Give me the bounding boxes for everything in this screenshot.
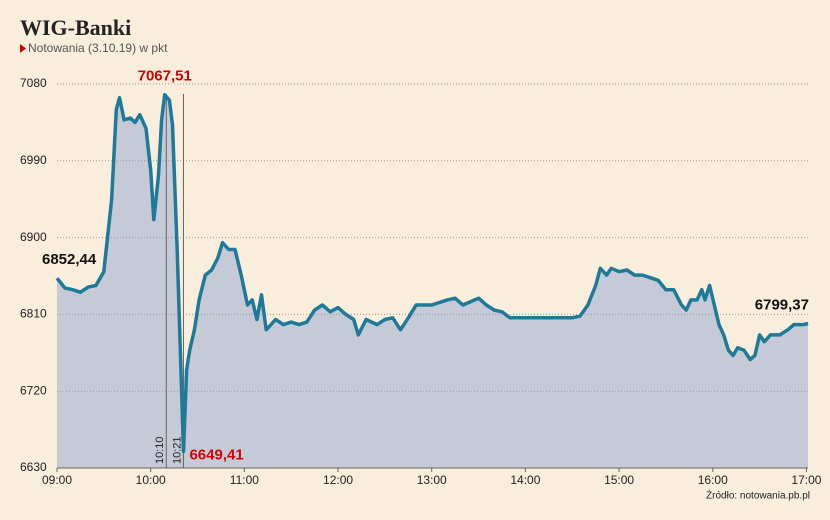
x-tick-label: 10:00 (136, 473, 166, 487)
subtitle-marker (20, 44, 26, 53)
source: Źródło: notowania.pb.pl (706, 489, 810, 502)
annotation: 6799,37 (755, 296, 809, 313)
chart-title: WIG-Banki (20, 15, 131, 40)
y-tick-label: 6810 (20, 307, 47, 321)
y-tick-label: 6630 (20, 460, 47, 474)
x-tick-label: 15:00 (604, 473, 634, 487)
chart-subtitle: Notowania (3.10.19) w pkt (28, 41, 168, 55)
y-tick-label: 6990 (20, 153, 47, 167)
y-tick-label: 6720 (20, 383, 47, 397)
y-tick-label: 7080 (20, 76, 47, 90)
time-marker-label: 10:21 (171, 436, 183, 464)
annotation: 6852,44 (42, 251, 97, 268)
x-tick-label: 09:00 (42, 473, 72, 487)
x-tick-label: 14:00 (510, 473, 540, 487)
x-tick-label: 17:00 (791, 473, 821, 487)
area (57, 94, 808, 468)
y-tick-label: 6900 (20, 230, 47, 244)
annotation: 6649,41 (189, 446, 243, 463)
time-marker-label: 10:10 (154, 436, 166, 464)
x-tick-label: 16:00 (698, 473, 728, 487)
x-tick-label: 11:00 (230, 473, 259, 487)
x-tick-label: 13:00 (417, 473, 447, 487)
x-tick-label: 12:00 (323, 473, 353, 487)
annotation: 7067,51 (138, 68, 192, 85)
line (55, 92, 809, 454)
